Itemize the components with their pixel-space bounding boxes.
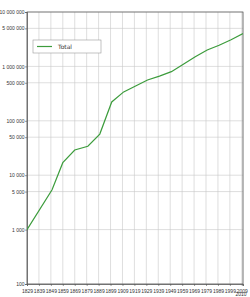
y-tick: 1 000 000 [2,64,27,70]
legend-swatch [37,46,52,47]
x-tick: 1919 [129,284,140,294]
y-tick-label: 1 000 [12,227,25,233]
grid-line-x [110,12,111,284]
axis-line [28,285,244,287]
y-tick-label: 10 000 [9,172,25,178]
x-tick-label: 1929 [141,288,152,294]
series-group [27,34,243,230]
x-tick: 1979 [201,284,212,294]
x-tick-label: 1839 [34,288,45,294]
x-tick-label: 1889 [94,288,105,294]
x-tick-label: 1959 [177,288,188,294]
grid-line-x [194,12,195,284]
grid [27,12,243,284]
x-tick: 1959 [177,284,188,294]
y-tick: 100 [16,281,27,287]
x-tick: 1849 [46,284,57,294]
x-tick-label: 1989 [213,288,224,294]
grid-line-x [170,12,171,284]
x-tick-label: 1949 [165,288,176,294]
grid-line-x [158,12,159,284]
y-tick: 500 000 [6,80,27,86]
x-tick: 1839 [34,284,45,294]
grid-line-y [27,66,243,67]
grid-line-y [27,229,243,230]
y-tick-label: 500 000 [6,80,24,86]
x-tick-label: 2010 [235,291,246,297]
y-tick: 10 000 [9,172,27,178]
grid-line-x [146,12,147,284]
y-tick: 1 000 [12,227,27,233]
grid-line-y [27,137,243,138]
chart: 100 1 000 5 000 10 000 50 000 100 000 500 000 1… [0,0,250,297]
x-tick: 1869 [70,284,81,294]
y-tick: 100 000 [6,118,27,124]
y-tick-label: 50 000 [9,134,25,140]
x-tick-label: 1869 [70,288,81,294]
x-tick: 1889 [94,284,105,294]
x-tick-label: 1919 [129,288,140,294]
legend: Total [33,40,101,53]
grid-line-y [27,82,243,83]
y-axis: 100 1 000 5 000 10 000 50 000 100 000 500 000 1… [0,9,28,287]
y-tick-label: 10 000 000 [0,9,25,15]
series-line [27,34,243,230]
x-tick-label: 1969 [189,288,200,294]
grid-line-y [27,120,243,121]
y-tick: 5 000 000 [2,25,27,31]
x-tick-label: 1979 [201,288,212,294]
grid-line-x [206,12,207,284]
x-tick-label: 1939 [153,288,164,294]
y-tick: 10 000 000 [0,9,27,15]
x-tick: 1989 [213,284,224,294]
x-tick-label: 1849 [46,288,57,294]
x-tick-label: 1829 [22,288,33,294]
legend-label: Total [57,43,72,50]
plot: 100 1 000 5 000 10 000 50 000 100 000 500 000 1… [0,9,248,297]
y-tick-label: 1 000 000 [2,64,24,70]
y-tick-label: 100 [16,281,25,287]
y-tick: 50 000 [9,134,27,140]
y-tick-label: 5 000 [12,189,25,195]
x-tick: 1829 [22,284,33,294]
y-tick-label: 5 000 000 [2,25,24,31]
legend-box [33,40,101,53]
grid-line-y [27,28,243,29]
grid-line-x [241,12,242,284]
x-tick: 1899 [105,284,116,294]
grid-line-x [122,12,123,284]
x-tick-label: 1879 [82,288,93,294]
x-tick: 1909 [117,284,128,294]
plot-frame [27,12,243,284]
grid-line-y [27,175,243,176]
y-tick: 5 000 [12,189,27,195]
x-tick: 1929 [141,284,152,294]
x-tick: 2010 [235,284,246,297]
x-tick-label: 1909 [117,288,128,294]
x-tick: 1969 [189,284,200,294]
x-tick: 1949 [165,284,176,294]
x-tick-label: 1899 [105,288,116,294]
grid-line-x [182,12,183,284]
grid-line-x [217,12,218,284]
x-axis: 1829183918491859186918791889189919091919… [22,284,248,297]
grid-line-x [229,12,230,284]
x-tick: 1859 [58,284,69,294]
x-tick: 1939 [153,284,164,294]
x-tick: 1879 [82,284,93,294]
y-tick-label: 100 000 [6,118,24,124]
grid-line-x [134,12,135,284]
plot-background [27,12,243,284]
grid-line-y [27,191,243,192]
x-tick-label: 1859 [58,288,69,294]
